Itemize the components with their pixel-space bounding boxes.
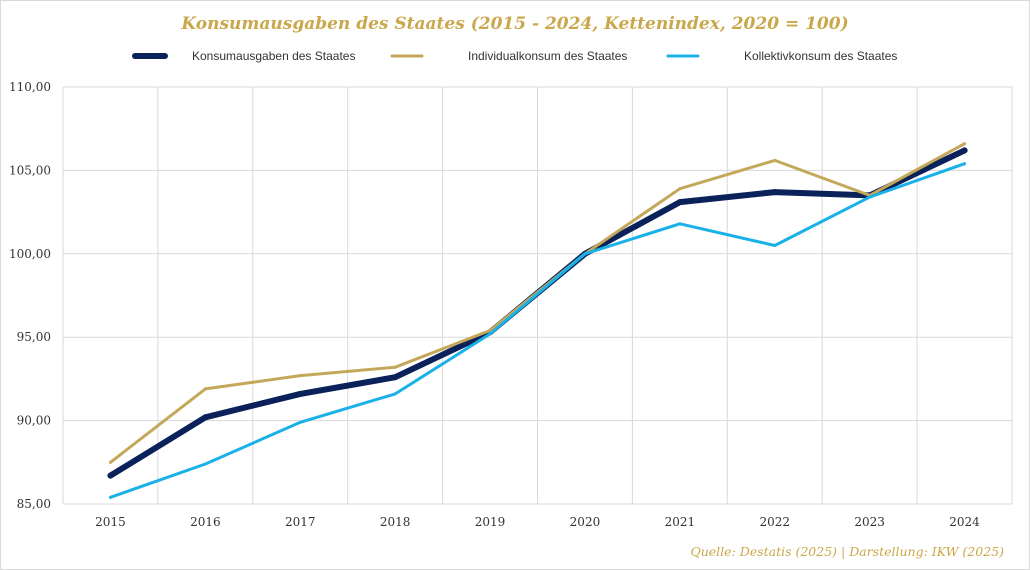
y-tick-label: 90,00 [17,414,51,428]
data-point [203,462,207,466]
data-point [298,374,302,378]
data-point [676,199,683,206]
data-point [488,329,492,333]
source-note: Quelle: Destatis (2025) | Darstellung: I… [690,544,1004,559]
data-point [678,222,682,226]
data-point [107,472,114,479]
x-tick-label: 2022 [759,515,790,529]
x-tick-label: 2023 [854,515,885,529]
y-tick-label: 110,00 [9,80,51,94]
data-point [298,420,302,424]
data-point [771,189,778,196]
data-point [203,387,207,391]
x-tick-label: 2018 [380,515,411,529]
x-tick-label: 2021 [665,515,696,529]
legend-label-3: Kollektivkonsum des Staates [744,49,897,63]
series-lines [107,142,968,499]
data-point [773,243,777,247]
data-point [961,147,968,154]
data-point [202,414,209,421]
y-tick-label: 105,00 [9,163,51,177]
series-line-3 [109,162,967,499]
data-point [963,162,967,166]
x-tick-label: 2019 [475,515,506,529]
y-tick-label: 100,00 [9,247,51,261]
data-point [773,158,777,162]
x-tick-label: 2016 [190,515,221,529]
data-point [297,390,304,397]
data-point [963,142,967,146]
data-point [868,195,872,199]
legend-label-2: Individualkonsum des Staates [468,49,627,63]
x-tick-label: 2020 [570,515,601,529]
y-tick-label: 95,00 [17,330,51,344]
legend: Konsumausgaben des Staates Individualkons… [132,49,897,63]
data-point [393,392,397,396]
x-tick-label: 2024 [949,515,980,529]
data-point [583,252,587,256]
data-point [393,365,397,369]
data-point [108,495,112,499]
y-tick-label: 85,00 [17,497,51,511]
x-tick-label: 2015 [95,515,126,529]
x-tick-label: 2017 [285,515,316,529]
data-point [488,332,492,336]
data-point [108,460,112,464]
data-point [678,187,682,191]
chart-title: Konsumausgaben des Staates (2015 - 2024,… [181,14,849,34]
legend-label-1: Konsumausgaben des Staates [192,49,355,63]
axes: 85,00 90,00 95,00 100,00 105,00 110,00 2015 201… [9,80,980,529]
data-point [392,374,399,381]
